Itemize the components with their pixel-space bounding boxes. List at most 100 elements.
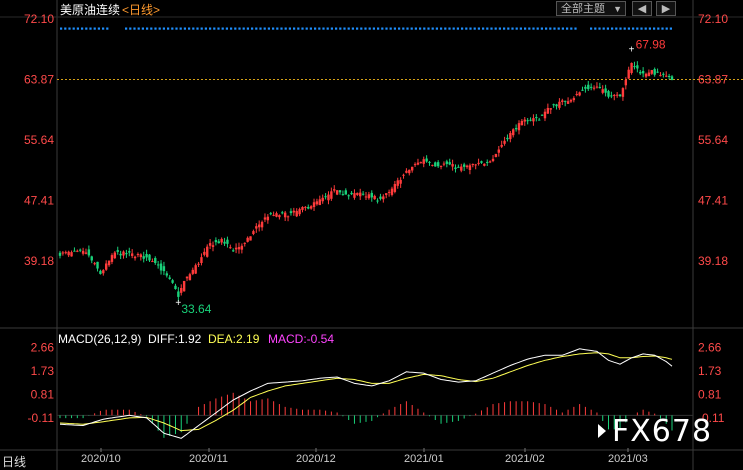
signal-dot [167,27,170,30]
candle-body [359,192,362,197]
signal-dot [627,27,630,30]
candle-body [292,210,296,213]
signal-dot [372,27,375,30]
candle-body [307,206,310,209]
candle-body [572,98,576,101]
candle-body [188,274,192,281]
signal-dot [636,27,639,30]
candle-body [350,192,353,195]
candle-body [494,153,498,158]
theme-select-label: 全部主题 [561,3,605,15]
signal-dot [81,27,84,30]
candle-body [96,261,99,269]
signal-dot [146,27,149,30]
candle-body [563,100,567,102]
signal-dot [598,27,601,30]
candle-body [670,76,674,80]
candle-body [540,114,544,116]
candle-body [145,253,148,258]
candle-body [79,249,82,251]
candle-body [436,162,440,167]
candle-body [335,190,339,195]
signal-dot [133,27,136,30]
candle-body [309,206,313,209]
candle-body [399,179,402,184]
x-axis-label: 2021/02 [505,453,545,465]
signal-dot [640,27,643,30]
x-axis-label: 2021/01 [404,453,444,465]
signal-dot [356,27,359,30]
signal-dot [230,27,233,30]
macd-axis-label-left: 1.73 [31,364,55,378]
candle-body [315,201,319,205]
candle-body [592,87,596,89]
signal-dot [657,27,660,30]
nav-right-button[interactable]: ▶ [656,1,676,16]
price-axis-label-right: 47.41 [698,194,728,208]
x-axis-label: 2020/10 [81,453,121,465]
candle-body [416,162,420,165]
signal-dot [225,27,228,30]
candle-body [659,75,662,77]
candle-body [321,197,324,202]
nav-left-button[interactable]: ◀ [632,1,652,16]
candle-body [266,216,270,221]
signal-dot [68,27,71,30]
candle-body [356,192,359,195]
signal-dot [97,27,100,30]
signal-dot [196,27,199,30]
signal-dot [553,27,556,30]
candle-body [211,245,215,247]
candle-body [191,269,194,274]
candle-body [156,264,160,266]
candle-body [165,273,169,276]
signal-dot [137,27,140,30]
period-selector[interactable]: <日线> [122,3,161,17]
candle-body [197,263,200,265]
theme-select[interactable]: 全部主题 ▼ [556,1,626,16]
candle-body [229,247,232,249]
candle-body [107,260,111,266]
candle-body [379,196,382,199]
macd-macd-label: MACD:-0.54 [268,332,335,346]
signal-dot [536,27,539,30]
signal-dot [213,27,216,30]
candle-body [298,209,301,215]
candle-body [509,133,512,140]
signal-dot [532,27,535,30]
candle-body [327,194,330,201]
signal-dot [406,27,409,30]
high-marker: + [629,44,635,55]
signal-dot [150,27,153,30]
signal-dot [448,27,451,30]
signal-dot [540,27,543,30]
candle-body [159,263,163,271]
candle-body [462,164,466,167]
candle-body [252,231,255,234]
candle-body [240,245,244,250]
signal-dot [179,27,182,30]
candle-body [526,120,529,122]
macd-axis-label-right: -0.11 [698,411,725,425]
candle-body [130,253,134,256]
signal-dot [498,27,501,30]
signal-dot [125,27,128,30]
candle-body [512,129,515,136]
candle-body [445,161,449,164]
candle-body [289,211,293,214]
candle-body [249,236,252,241]
status-period-tag[interactable]: 日线 [2,455,27,469]
signal-dot [309,27,312,30]
candle-body [263,217,267,220]
candle-body [408,169,411,174]
signal-dot [574,27,577,30]
signal-dot [238,27,241,30]
candle-body [304,206,307,208]
diff-line [59,348,673,439]
candle-body [237,247,241,250]
candle-body [514,128,518,130]
candle-body [128,251,131,253]
candle-body [549,108,552,110]
signal-dot [494,27,497,30]
signal-dot [347,27,350,30]
